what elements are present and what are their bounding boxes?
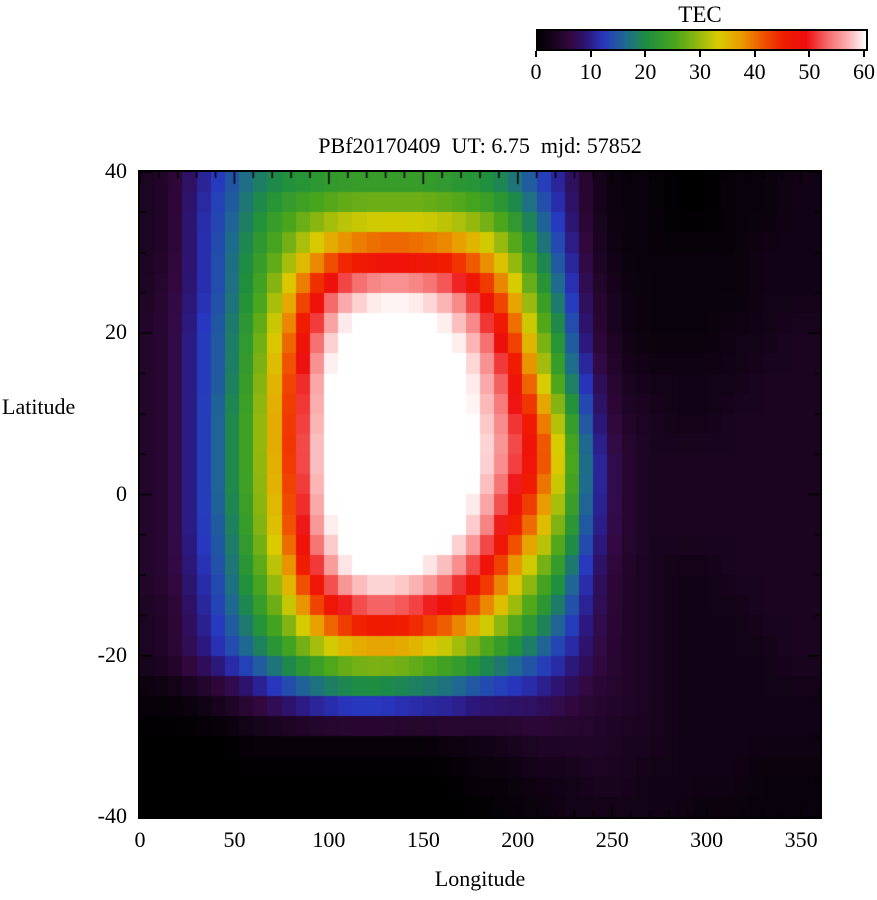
x-tick-label: 350 — [784, 827, 818, 852]
colorbar-gradient — [536, 29, 868, 51]
colorbar-tick-mark — [589, 51, 592, 57]
tec-heatmap-canvas — [138, 170, 822, 819]
colorbar-ticks: 0 10 20 30 40 50 60 — [531, 29, 875, 89]
colorbar-title: TEC — [678, 2, 722, 27]
colorbar-tick-mark — [699, 51, 701, 57]
colorbar-tick-label: 20 — [634, 59, 657, 84]
colorbar-tick-label: 60 — [853, 59, 875, 84]
x-tick-label: 100 — [312, 827, 346, 852]
x-axis-label: Longitude — [434, 866, 526, 891]
colorbar-tick-mark — [753, 51, 756, 57]
colorbar-tick-label: 40 — [743, 59, 766, 84]
colorbar-tick-mark — [863, 51, 865, 57]
colorbar-tick-label: 50 — [798, 59, 821, 84]
colorbar-tick-label: 0 — [530, 59, 542, 84]
y-tick-label: 20 — [105, 319, 127, 345]
colorbar-tick-mark — [808, 51, 811, 57]
colorbar-tick-mark — [535, 51, 537, 57]
colorbar-tick-label: 10 — [579, 59, 602, 84]
x-tick-label: 250 — [595, 827, 629, 852]
x-tick-label: 200 — [501, 827, 535, 852]
y-tick-label: -20 — [97, 641, 127, 667]
x-tick-label: 300 — [690, 827, 724, 852]
y-tick-label: 40 — [105, 158, 127, 183]
colorbar-tick-mark — [644, 51, 647, 57]
y-tick-label: 0 — [116, 480, 127, 506]
x-tick-label: 150 — [406, 827, 440, 852]
x-tick-label: 50 — [223, 827, 246, 852]
x-tick-label: 0 — [134, 827, 146, 852]
y-tick-label: -40 — [97, 803, 127, 828]
y-axis-label: Latitude — [2, 394, 76, 419]
plot-title: PBf20170409 UT: 6.75 mjd: 57852 — [318, 133, 642, 158]
colorbar-tick-label: 30 — [689, 59, 711, 84]
